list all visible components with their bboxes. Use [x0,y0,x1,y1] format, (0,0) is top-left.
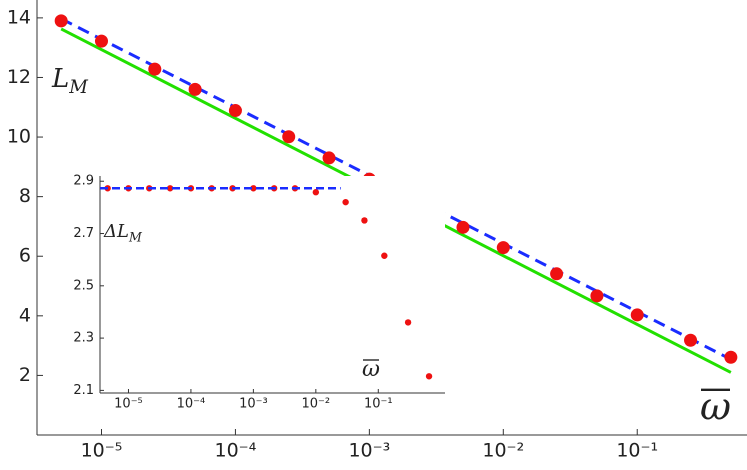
y-axis-label-sub: M [68,77,88,98]
data-point [54,14,68,28]
x-tick-label: 10⁻⁵ [81,440,123,462]
y-tick-label: 2.5 [73,278,94,293]
data-point [94,34,108,48]
y-axis-label: LM [51,64,88,98]
y-tick-label: 2.9 [73,174,94,189]
data-point [322,151,336,165]
data-point [282,130,296,144]
data-point [550,267,564,281]
y-tick-label: 2 [19,364,31,386]
y-axis-label-sub: M [128,229,143,244]
data-point [724,350,738,364]
data-point [456,220,470,234]
y-tick-label: 2.3 [73,331,94,346]
data-point [361,217,368,224]
line [60,17,732,361]
data-point [228,104,242,118]
y-tick-label: 14 [7,6,31,28]
y-tick-label: 4 [19,304,31,326]
data-point [684,333,698,347]
x-tick-label: 10⁻³ [239,397,268,412]
data-point [496,241,510,255]
x-axis-label: ω [362,357,380,382]
y-axis-label-main: L [51,64,69,94]
data-point [590,289,604,303]
x-tick-label: 10⁻³ [348,440,390,462]
x-tick-label: 10⁻² [302,397,331,412]
data-point [188,82,202,96]
data-point [166,185,174,192]
x-tick-label: 10⁻² [482,440,524,462]
x-tick-label: 10⁻⁴ [215,440,257,462]
y-axis-label: ΔLM [103,221,143,244]
y-tick-label: 2.1 [73,383,94,398]
data-point [381,252,388,259]
x-tick-label: 10⁻⁵ [114,397,143,412]
data-point [250,185,257,192]
y-axis-label-main: ΔL [103,221,129,242]
data-point [148,62,162,76]
x-tick-label: 10⁻⁴ [177,397,206,412]
x-tick-label: 10⁻¹ [616,440,658,462]
y-tick-label: 12 [7,66,31,88]
data-point [312,189,320,196]
data-point [404,319,412,326]
y-tick-label: 6 [19,245,31,267]
y-tick-label: 10 [7,126,31,148]
data-point [425,373,433,380]
data-point [342,198,349,206]
x-axis-label: ω [700,385,731,429]
x-tick-label: 10⁻¹ [364,397,393,412]
data-point [630,308,644,322]
inset-background [60,176,445,418]
y-tick-label: 2.7 [73,226,94,241]
y-tick-label: 8 [19,185,31,207]
